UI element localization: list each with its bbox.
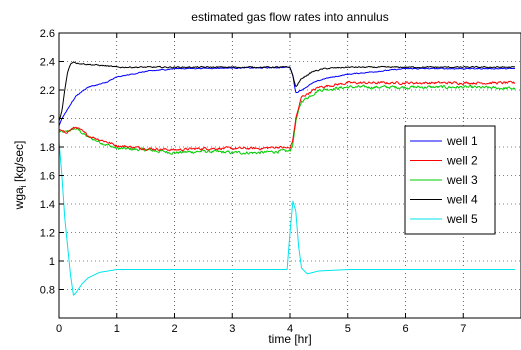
y-tick-label: 1.8 — [40, 142, 55, 154]
x-tick-label: 4 — [287, 323, 293, 335]
x-tick-label: 5 — [345, 323, 351, 335]
legend: well 1 well 2 well 3 well 4 well 5 — [404, 125, 496, 235]
legend-label: well 2 — [446, 154, 478, 168]
y-axis-label-subscript: i — [18, 185, 28, 187]
x-axis-label: time [hr] — [268, 332, 311, 346]
y-tick-label: 1 — [49, 256, 55, 268]
series-line-well-5 — [58, 141, 516, 296]
series-line-well-3 — [58, 84, 516, 155]
x-tick-label: 1 — [114, 323, 120, 335]
series-line-well-4 — [58, 61, 516, 122]
y-tick-label: 1.2 — [40, 228, 55, 240]
y-tick-label: 2.6 — [40, 28, 55, 40]
x-tick-label: 7 — [460, 323, 466, 335]
legend-label: well 4 — [446, 193, 478, 207]
x-tick-label: 2 — [171, 323, 177, 335]
x-tick-label: 0 — [56, 323, 62, 335]
tick-layer: 0 1 2 3 4 5 6 7 0.8 1 1.2 1.4 1.6 1.8 2 2.2 2.4 2.6 — [40, 28, 467, 335]
x-tick-label: 3 — [229, 323, 235, 335]
y-axis-label: wgai [kg/sec] — [12, 141, 28, 211]
legend-label: well 3 — [446, 173, 478, 187]
y-tick-label: 1.6 — [40, 171, 55, 183]
legend-label: well 1 — [446, 134, 478, 148]
series-line-well-2 — [58, 80, 516, 152]
series-layer — [58, 61, 516, 296]
y-axis-label-main: wga — [12, 187, 26, 210]
chart-title: estimated gas flow rates into annulus — [191, 10, 388, 24]
y-tick-label: 1.4 — [40, 199, 55, 211]
y-tick-label: 2.4 — [40, 57, 55, 69]
y-tick-label: 2 — [49, 114, 55, 126]
y-tick-label: 2.2 — [40, 85, 55, 97]
series-line-well-1 — [58, 66, 516, 127]
y-axis-label-unit: [kg/sec] — [12, 141, 26, 186]
x-tick-label: 6 — [402, 323, 408, 335]
legend-label: well 5 — [446, 212, 478, 226]
y-tick-label: 0.8 — [40, 285, 55, 297]
